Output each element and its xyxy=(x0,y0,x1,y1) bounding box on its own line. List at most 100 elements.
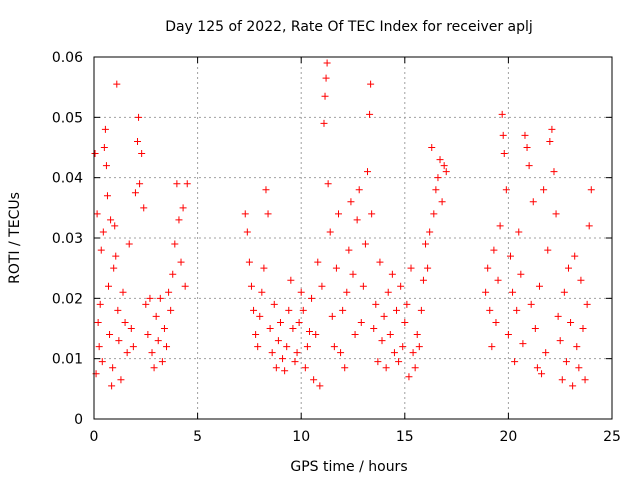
data-point xyxy=(393,306,401,314)
y-tick-label: 0.01 xyxy=(52,352,83,368)
data-point xyxy=(148,349,156,357)
data-point xyxy=(94,318,102,326)
data-point xyxy=(283,343,291,351)
data-point xyxy=(112,252,120,260)
data-point xyxy=(101,125,109,133)
data-point xyxy=(108,382,116,390)
y-tick-label: 0 xyxy=(74,412,83,428)
data-point xyxy=(364,168,372,176)
data-point xyxy=(417,306,425,314)
data-point xyxy=(492,318,500,326)
data-point xyxy=(361,240,369,248)
data-point xyxy=(270,300,278,308)
data-point xyxy=(262,186,270,194)
data-point xyxy=(136,180,144,188)
data-point xyxy=(316,382,324,390)
data-point xyxy=(415,343,423,351)
y-tick-label: 0.03 xyxy=(52,231,83,247)
data-point xyxy=(386,331,394,339)
data-point xyxy=(413,331,421,339)
chart-title: Day 125 of 2022, Rate Of TEC Index for r… xyxy=(165,19,533,35)
data-point xyxy=(380,312,388,320)
data-point xyxy=(540,186,548,194)
grid-lines xyxy=(94,57,612,419)
data-point xyxy=(146,294,154,302)
data-point xyxy=(243,228,251,236)
data-point xyxy=(179,204,187,212)
data-point xyxy=(395,358,403,366)
data-point xyxy=(488,343,496,351)
data-point xyxy=(339,306,347,314)
data-point xyxy=(272,364,280,372)
data-point xyxy=(388,270,396,278)
data-point xyxy=(266,325,274,332)
data-point xyxy=(531,325,539,332)
data-point xyxy=(95,343,103,351)
data-point xyxy=(138,150,146,158)
x-tick-label: 5 xyxy=(193,429,202,445)
data-point xyxy=(113,80,121,88)
y-tick-label: 0.02 xyxy=(52,291,83,307)
data-point xyxy=(419,276,427,284)
data-point xyxy=(341,364,349,372)
data-point xyxy=(424,264,432,272)
data-point xyxy=(397,282,405,290)
data-point xyxy=(129,343,137,351)
data-point xyxy=(581,376,589,384)
data-point xyxy=(173,180,181,188)
data-point xyxy=(405,373,413,381)
data-point xyxy=(318,282,326,290)
x-axis-label: GPS time / hours xyxy=(290,459,407,475)
data-point xyxy=(569,382,577,390)
data-point xyxy=(301,364,309,372)
x-tick-label: 20 xyxy=(499,429,517,445)
x-tick-label: 15 xyxy=(396,429,414,445)
data-point xyxy=(504,331,512,339)
data-point xyxy=(320,119,328,127)
data-point xyxy=(583,300,591,308)
data-point xyxy=(390,349,398,357)
data-point xyxy=(127,325,135,332)
data-point xyxy=(154,337,162,345)
data-point xyxy=(564,264,572,272)
data-point xyxy=(142,300,150,308)
data-point xyxy=(111,222,119,230)
data-point xyxy=(573,343,581,351)
data-point xyxy=(548,125,556,133)
data-point xyxy=(163,343,171,351)
data-point xyxy=(103,192,111,200)
data-point xyxy=(98,358,106,366)
data-point xyxy=(109,364,117,372)
data-point xyxy=(256,312,264,320)
data-point xyxy=(359,282,367,290)
data-point xyxy=(131,189,139,197)
data-point xyxy=(442,168,450,176)
data-point xyxy=(349,270,357,278)
data-point xyxy=(571,252,579,260)
data-point xyxy=(426,228,434,236)
data-point xyxy=(384,288,392,296)
data-point xyxy=(498,110,506,118)
axis-ticks: 0 5 10 15 20 25 0 0.01 0.02 0.03 0.04 0.05 0.06 xyxy=(52,50,621,445)
data-point xyxy=(368,210,376,218)
data-point xyxy=(432,186,440,194)
data-point xyxy=(96,300,104,308)
data-point xyxy=(513,306,521,314)
data-point xyxy=(558,376,566,384)
data-point xyxy=(121,318,129,326)
data-point xyxy=(93,210,101,218)
data-point xyxy=(409,349,417,357)
data-point xyxy=(323,59,331,67)
data-point xyxy=(567,318,575,326)
data-point xyxy=(428,144,436,151)
data-point xyxy=(252,331,260,339)
data-point xyxy=(535,282,543,290)
data-point xyxy=(401,318,409,326)
data-point xyxy=(274,337,282,345)
data-point xyxy=(110,264,118,272)
data-point xyxy=(295,318,303,326)
data-point xyxy=(500,150,508,158)
data-point xyxy=(264,210,272,218)
data-point xyxy=(97,246,105,254)
